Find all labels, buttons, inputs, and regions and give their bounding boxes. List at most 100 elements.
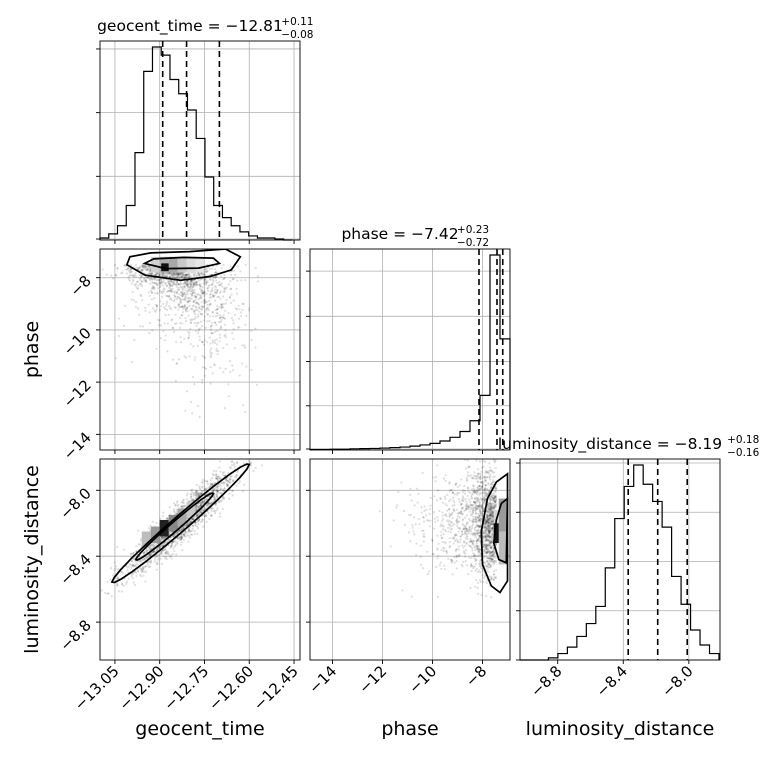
sample-point	[469, 544, 472, 548]
sample-point	[191, 293, 194, 296]
sample-point	[192, 283, 195, 286]
sample-point	[199, 278, 202, 281]
sample-point	[153, 278, 156, 281]
phase-distance-scatter-xtick-label-2: −10	[405, 662, 440, 697]
sample-point	[184, 293, 187, 296]
sample-point	[489, 554, 492, 557]
sample-point	[460, 502, 463, 505]
sample-point	[166, 350, 169, 353]
sample-point	[490, 495, 494, 498]
sample-point	[186, 296, 189, 299]
sample-point	[141, 325, 145, 328]
sample-point	[485, 557, 488, 560]
sample-point	[140, 284, 144, 287]
sample-point	[472, 543, 475, 546]
sample-point	[489, 528, 492, 531]
sample-point	[178, 535, 181, 538]
sample-point	[174, 274, 177, 277]
sample-point	[194, 312, 197, 316]
sample-point	[165, 536, 168, 539]
sample-point	[491, 509, 494, 512]
sample-point	[187, 273, 190, 277]
sample-point	[206, 320, 209, 323]
sample-point	[489, 500, 492, 503]
sample-point	[494, 490, 497, 493]
sample-point	[231, 453, 233, 455]
sample-point	[216, 288, 219, 291]
sample-point	[96, 605, 98, 607]
sample-point	[482, 496, 485, 499]
sample-point	[190, 520, 193, 523]
sample-point	[464, 497, 467, 501]
sample-point	[486, 514, 489, 517]
sample-point	[444, 528, 447, 531]
sample-point	[494, 496, 497, 499]
sample-point	[471, 493, 474, 496]
sample-point	[484, 529, 487, 532]
sample-point	[216, 305, 219, 308]
sample-point	[474, 491, 477, 494]
sample-point	[462, 560, 465, 564]
sample-point	[198, 273, 201, 276]
sample-point	[180, 277, 184, 280]
sample-point	[199, 296, 202, 299]
sample-point	[434, 520, 437, 523]
sample-point	[180, 275, 184, 278]
sample-point	[491, 517, 494, 521]
sample-point	[193, 282, 196, 285]
sample-point	[478, 560, 481, 563]
sample-point	[490, 513, 493, 516]
sample-point	[486, 471, 489, 474]
sample-point	[483, 561, 486, 564]
sample-point	[180, 537, 183, 540]
sample-point	[190, 285, 193, 288]
geocent-phase-scatter-density-cell-6	[161, 263, 169, 272]
sample-point	[478, 484, 481, 488]
sample-point	[232, 328, 235, 331]
sample-point	[187, 276, 190, 279]
sample-point	[490, 505, 493, 509]
sample-point	[484, 493, 487, 496]
sample-point	[455, 519, 458, 523]
sample-point	[477, 548, 480, 551]
sample-point	[474, 532, 477, 536]
sample-point	[170, 307, 173, 311]
sample-point	[159, 282, 162, 285]
sample-point	[488, 550, 491, 554]
sample-point	[175, 362, 178, 365]
sample-point	[186, 273, 189, 276]
sample-point	[207, 511, 210, 515]
sample-point	[124, 264, 127, 267]
sample-point	[473, 500, 476, 504]
sample-point	[182, 532, 185, 536]
sample-point	[222, 306, 225, 309]
sample-point	[150, 547, 154, 550]
sample-point	[163, 339, 166, 342]
sample-point	[389, 545, 392, 548]
sample-point	[204, 497, 207, 500]
sample-point	[183, 535, 186, 538]
sample-point	[150, 272, 153, 275]
sample-point	[136, 307, 140, 310]
sample-point	[209, 482, 212, 485]
sample-point	[488, 507, 491, 510]
sample-point	[433, 517, 436, 520]
sample-point	[444, 541, 447, 544]
sample-point	[191, 305, 194, 308]
sample-point	[168, 272, 171, 275]
sample-point	[197, 504, 200, 507]
sample-point	[202, 273, 205, 276]
sample-point	[141, 569, 144, 572]
sample-point	[189, 327, 192, 330]
sample-point	[488, 523, 491, 527]
sample-point	[166, 517, 169, 521]
sample-point	[200, 521, 203, 524]
sample-point	[220, 326, 223, 329]
sample-point	[478, 503, 481, 507]
sample-point	[479, 509, 482, 512]
sample-point	[208, 319, 211, 322]
sample-point	[488, 496, 491, 500]
sample-point	[473, 553, 476, 556]
sample-point	[167, 295, 170, 298]
sample-point	[180, 536, 183, 539]
